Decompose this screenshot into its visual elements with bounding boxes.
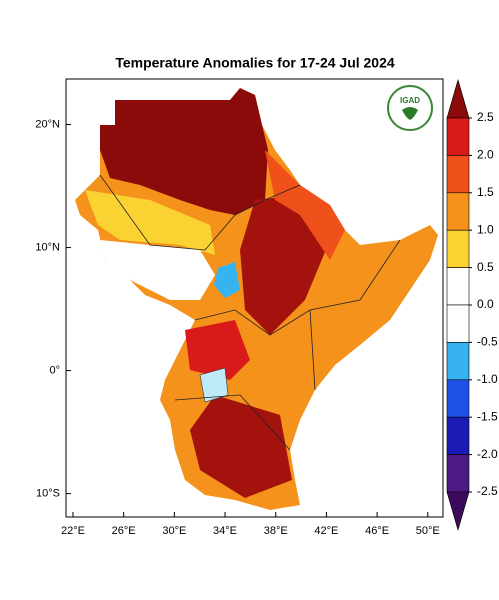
x-tick-label: 46°E	[365, 525, 389, 537]
y-tick-label: 10°N	[35, 241, 60, 253]
colorbar-label: -0.5	[477, 335, 498, 349]
colorbar-top	[446, 78, 470, 119]
west-cool	[100, 240, 215, 300]
colorbar-bin	[446, 416, 470, 455]
x-tick-label: 22°E	[61, 525, 85, 537]
colorbar-bin	[446, 155, 470, 194]
blue-spot	[214, 262, 240, 298]
x-tick-label: 50°E	[416, 525, 440, 537]
colorbar-bin	[446, 304, 470, 343]
colorbar-bin	[446, 229, 470, 268]
colorbar-label: 0.5	[477, 260, 494, 274]
colorbar-label: -1.0	[477, 372, 498, 386]
colorbar-bin	[446, 342, 470, 381]
north-hot	[100, 88, 268, 215]
title: Temperature Anomalies for 17-24 Jul 2024	[115, 55, 395, 71]
borders	[99, 174, 301, 251]
y-tick-label: 20°N	[35, 118, 60, 130]
colorbar-label: 2.0	[477, 148, 494, 162]
x-tick-label: 26°E	[112, 525, 136, 537]
colorbar-label: 1.0	[477, 222, 494, 236]
logo-text: IGAD	[400, 96, 420, 105]
colorbar-bottom	[446, 491, 470, 532]
east-red	[265, 150, 345, 260]
colorbar-label: -2.5	[477, 484, 498, 498]
colorbar-label: 2.5	[477, 110, 494, 124]
uganda-red	[185, 320, 250, 380]
x-tick-label: 34°E	[213, 525, 237, 537]
colorbar-label: 0.0	[477, 297, 494, 311]
borders	[174, 394, 291, 451]
lake-victoria	[199, 367, 229, 403]
south-hot	[190, 395, 292, 498]
y-tick-label: 10°S	[36, 488, 60, 500]
colorbar-bin	[446, 117, 470, 156]
borders	[194, 239, 401, 336]
colorbar-bin	[446, 379, 470, 418]
x-tick-label: 42°E	[314, 525, 338, 537]
x-tick-label: 30°E	[162, 525, 186, 537]
west-yellow	[85, 190, 215, 255]
map-land	[75, 88, 438, 510]
map-frame	[65, 78, 444, 518]
colorbar-bin	[446, 267, 470, 306]
borders	[309, 309, 316, 391]
x-tick-label: 38°E	[264, 525, 288, 537]
colorbar-label: 1.5	[477, 185, 494, 199]
colorbar-label: -1.5	[477, 409, 498, 423]
logo-map	[402, 107, 418, 120]
colorbar-label: -2.0	[477, 447, 498, 461]
colorbar-bin	[446, 454, 470, 493]
ethiopia-hot	[240, 195, 330, 335]
y-tick-label: 0°	[49, 364, 60, 376]
colorbar-bin	[446, 192, 470, 231]
